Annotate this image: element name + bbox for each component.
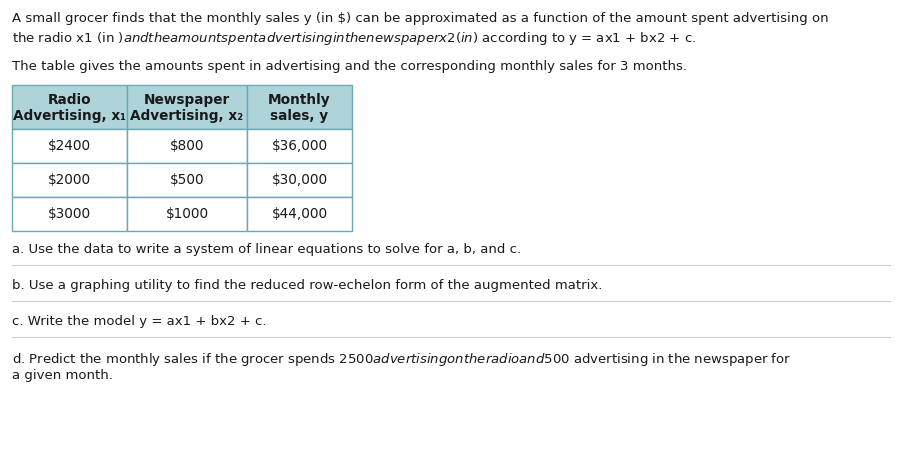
Text: $30,000: $30,000 bbox=[272, 173, 327, 187]
Text: The table gives the amounts spent in advertising and the corresponding monthly s: The table gives the amounts spent in adv… bbox=[12, 60, 687, 73]
Bar bbox=[12, 85, 127, 129]
Bar bbox=[127, 163, 247, 197]
Text: Advertising, x₁: Advertising, x₁ bbox=[13, 109, 126, 123]
Text: a given month.: a given month. bbox=[12, 369, 113, 382]
Text: Monthly: Monthly bbox=[268, 93, 331, 107]
Bar bbox=[247, 163, 352, 197]
Bar bbox=[127, 129, 247, 163]
Text: c. Write the model y = ax1 + bx2 + c.: c. Write the model y = ax1 + bx2 + c. bbox=[12, 315, 266, 328]
Text: $2400: $2400 bbox=[48, 139, 91, 153]
Text: $44,000: $44,000 bbox=[272, 207, 327, 221]
Text: Newspaper: Newspaper bbox=[144, 93, 230, 107]
Text: Radio: Radio bbox=[48, 93, 91, 107]
Bar bbox=[12, 163, 127, 197]
Bar bbox=[127, 85, 247, 129]
Bar bbox=[12, 129, 127, 163]
Text: b. Use a graphing utility to find the reduced row-echelon form of the augmented : b. Use a graphing utility to find the re… bbox=[12, 279, 603, 292]
Bar bbox=[247, 85, 352, 129]
Text: Advertising, x₂: Advertising, x₂ bbox=[131, 109, 244, 123]
Bar bbox=[12, 197, 127, 231]
Text: $3000: $3000 bbox=[48, 207, 91, 221]
Text: sales, y: sales, y bbox=[271, 109, 328, 123]
Text: $500: $500 bbox=[170, 173, 205, 187]
Text: A small grocer finds that the monthly sales y (in $) can be approximated as a fu: A small grocer finds that the monthly sa… bbox=[12, 12, 829, 25]
Text: $800: $800 bbox=[170, 139, 204, 153]
Text: a. Use the data to write a system of linear equations to solve for a, b, and c.: a. Use the data to write a system of lin… bbox=[12, 243, 521, 256]
Bar bbox=[247, 129, 352, 163]
Text: $1000: $1000 bbox=[165, 207, 208, 221]
Bar bbox=[247, 197, 352, 231]
Text: d. Predict the monthly sales if the grocer spends $2500 advertising on the radio: d. Predict the monthly sales if the groc… bbox=[12, 351, 791, 368]
Text: $2000: $2000 bbox=[48, 173, 91, 187]
Bar bbox=[127, 197, 247, 231]
Text: $36,000: $36,000 bbox=[272, 139, 327, 153]
Text: the radio x1 (in $) and the amount spent advertising in the newspaper x2 (in $) : the radio x1 (in $) and the amount spent… bbox=[12, 30, 696, 47]
